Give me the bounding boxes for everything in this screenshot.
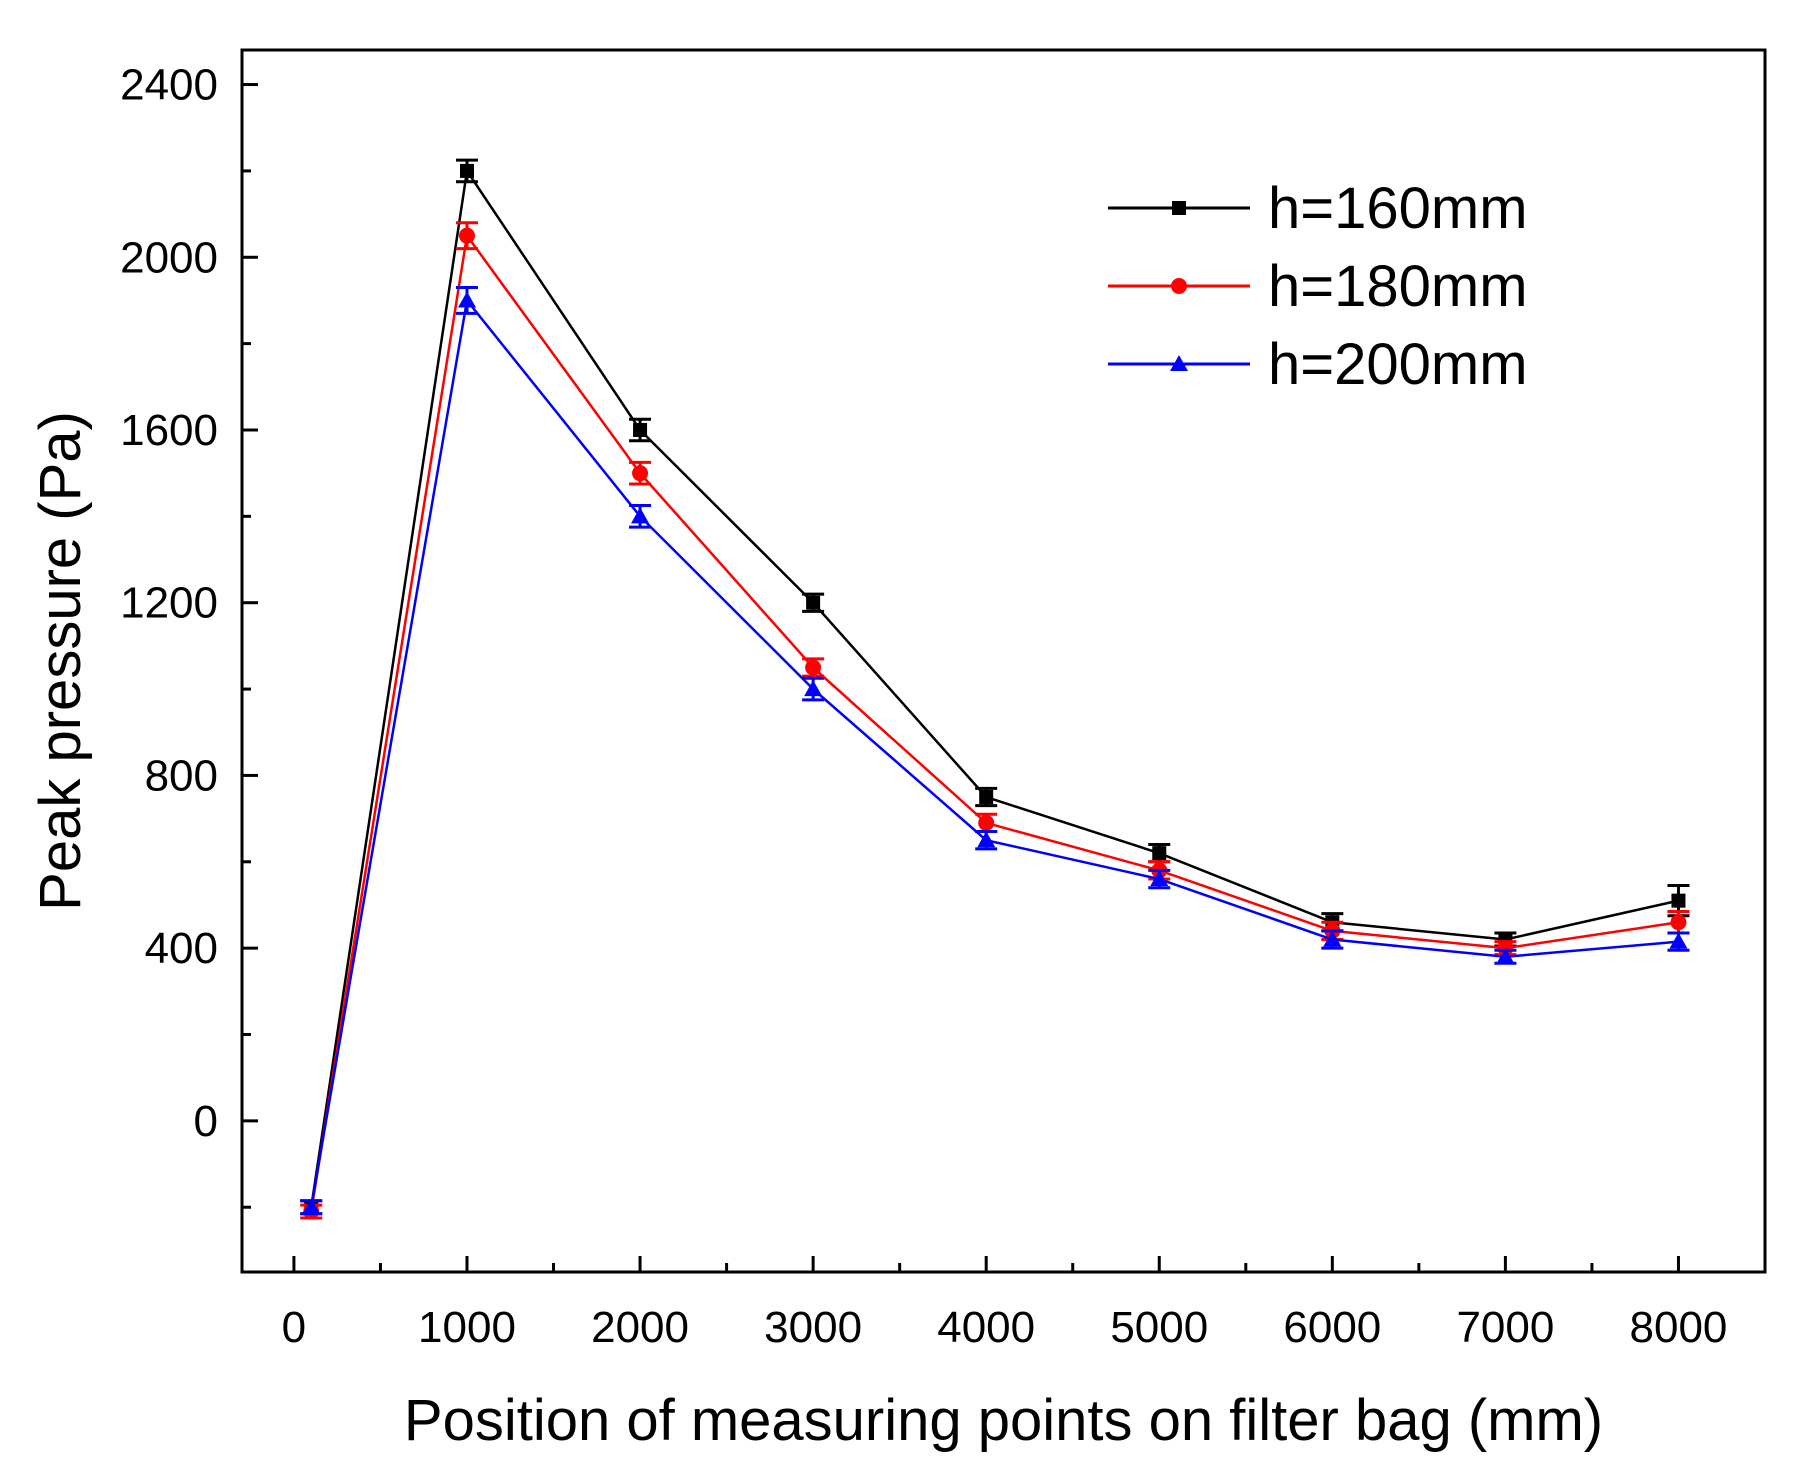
y-tick-label: 1600 xyxy=(120,406,218,455)
data-point xyxy=(1669,932,1688,949)
x-tick-label: 7000 xyxy=(1456,1303,1554,1352)
data-point xyxy=(1323,930,1342,947)
data-point xyxy=(1670,914,1687,931)
x-tick-label: 5000 xyxy=(1110,1303,1208,1352)
x-axis-title: Position of measuring points on filter b… xyxy=(404,1388,1603,1453)
data-point xyxy=(631,507,650,524)
data-point xyxy=(978,814,995,831)
legend-marker xyxy=(1170,355,1188,371)
data-point xyxy=(458,227,475,244)
x-tick-label: 0 xyxy=(282,1303,306,1352)
legend: h=160mm h=180mm h=200mm xyxy=(1108,176,1528,397)
x-tick-label: 4000 xyxy=(937,1303,1035,1352)
data-point xyxy=(804,680,823,697)
data-point xyxy=(1150,870,1169,887)
legend-label: h=200mm xyxy=(1268,332,1528,397)
y-tick-label: 2400 xyxy=(120,61,218,110)
data-point xyxy=(977,831,996,848)
series-line xyxy=(309,297,1679,1208)
data-point xyxy=(457,291,476,308)
data-point xyxy=(1496,947,1515,964)
data-point xyxy=(302,1198,321,1215)
x-tick-label: 2000 xyxy=(591,1303,689,1352)
data-point xyxy=(632,465,649,482)
data-point xyxy=(1671,893,1686,908)
x-tick-label: 1000 xyxy=(418,1303,516,1352)
data-point xyxy=(979,790,994,805)
y-tick-label: 400 xyxy=(145,924,218,973)
y-axis-title: Peak pressure (Pa) xyxy=(28,411,93,911)
y-tick-label: 0 xyxy=(194,1097,218,1146)
legend-label: h=160mm xyxy=(1268,176,1528,241)
legend-marker xyxy=(1172,201,1186,215)
x-tick-label: 6000 xyxy=(1283,1303,1381,1352)
series-h=200mm xyxy=(300,285,1690,1216)
plot-frame xyxy=(240,48,1767,1274)
series-line xyxy=(309,167,1679,1208)
y-tick-label: 2000 xyxy=(120,233,218,282)
data-point xyxy=(806,595,821,610)
x-tick-label: 8000 xyxy=(1630,1303,1728,1352)
data-point xyxy=(1152,846,1167,861)
y-tick-label: 1200 xyxy=(120,579,218,628)
data-point xyxy=(633,422,648,437)
axes-layer: 0 1000 2000 3000 4000 5000 6000 7000 8000 0 400 800… xyxy=(120,48,1767,1352)
data-point xyxy=(459,163,474,178)
x-tick-label: 3000 xyxy=(764,1303,862,1352)
data-point xyxy=(805,659,822,676)
series-layer xyxy=(300,158,1690,1220)
y-tick-label: 800 xyxy=(145,751,218,800)
legend-label: h=180mm xyxy=(1268,254,1528,319)
legend-marker xyxy=(1171,278,1187,294)
